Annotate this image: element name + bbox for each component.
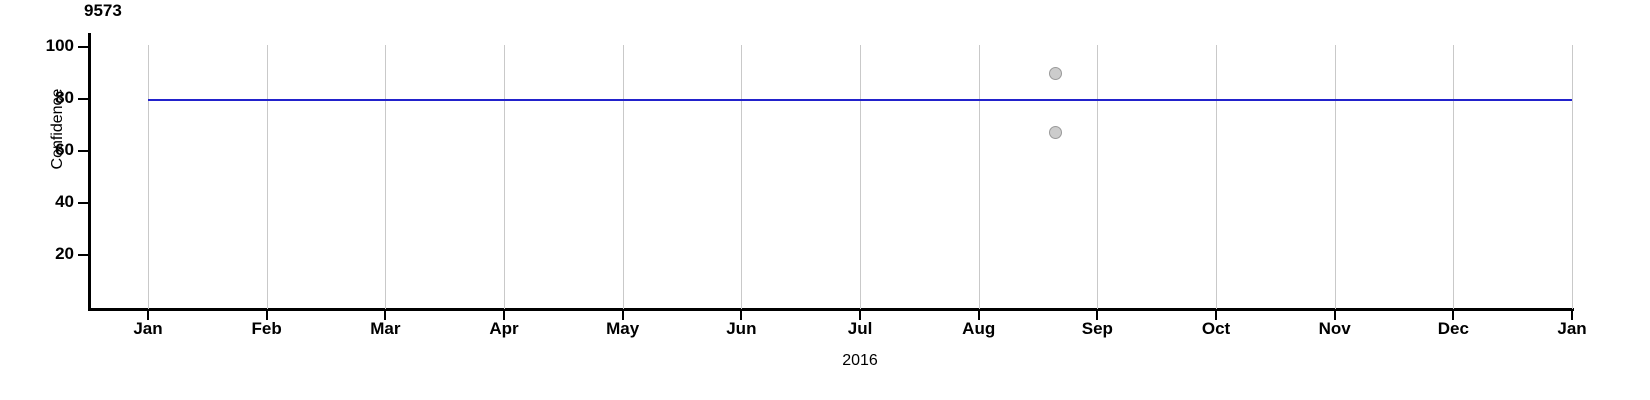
y-axis-tick-label: 80 xyxy=(55,88,74,107)
x-axis-tick xyxy=(1452,311,1455,320)
gridline-vertical xyxy=(1097,45,1099,309)
x-axis-tick xyxy=(740,311,743,320)
gridline-vertical xyxy=(1216,45,1218,309)
data-point-marker[interactable] xyxy=(1049,66,1063,80)
data-point-marker[interactable] xyxy=(1049,126,1063,140)
y-axis-tick-label: 40 xyxy=(55,192,74,211)
y-axis-title: Confidence xyxy=(49,88,66,170)
y-axis-tick-label: 60 xyxy=(55,140,74,159)
gridline-vertical xyxy=(741,45,743,309)
gridline-vertical xyxy=(504,45,505,309)
x-axis-tick-label: Jan xyxy=(1557,319,1587,338)
plot-area xyxy=(89,33,1574,309)
y-axis-tick xyxy=(78,46,88,48)
x-axis-tick xyxy=(265,311,268,320)
y-axis-tick-label: 20 xyxy=(55,244,74,263)
x-axis-tick xyxy=(384,311,387,320)
gridline-vertical xyxy=(266,45,268,309)
y-axis-tick xyxy=(78,150,88,152)
x-axis-tick-label: Jul xyxy=(847,319,873,338)
gridline-vertical xyxy=(148,45,149,309)
x-axis-tick-label: Sep xyxy=(1081,319,1113,338)
x-axis-tick-label: Apr xyxy=(489,319,519,338)
x-axis-tick xyxy=(621,311,624,320)
y-axis-tick xyxy=(78,254,88,256)
x-axis-tick-label: Mar xyxy=(370,319,401,338)
y-axis-tick xyxy=(78,202,88,204)
gridline-vertical xyxy=(385,45,387,309)
x-axis-tick xyxy=(1571,311,1574,320)
x-axis-tick-label: Jan xyxy=(133,319,163,338)
gridline-vertical xyxy=(1453,45,1455,309)
x-axis-tick xyxy=(1333,311,1336,320)
chart-title: 9573 xyxy=(84,1,122,20)
x-axis-tick xyxy=(1215,311,1218,320)
x-axis-tick xyxy=(977,311,980,320)
gridline-vertical xyxy=(1572,45,1574,309)
x-axis-title: 2016 xyxy=(842,352,878,369)
x-axis-tick-label: Feb xyxy=(251,319,282,338)
gridline-vertical xyxy=(978,45,980,309)
x-axis-tick xyxy=(147,311,149,320)
x-axis-tick xyxy=(503,311,505,320)
x-axis-line xyxy=(88,308,1574,311)
x-axis-tick-label: Oct xyxy=(1201,319,1231,338)
x-axis-tick-label: Aug xyxy=(962,319,996,338)
x-axis-tick-label: Nov xyxy=(1318,319,1351,338)
x-axis-tick-label: Jun xyxy=(726,319,757,338)
gridline-vertical xyxy=(622,45,624,309)
x-axis-tick-label: Dec xyxy=(1437,319,1469,338)
x-axis-tick-label: May xyxy=(606,319,640,338)
gridline-vertical xyxy=(1334,45,1336,309)
y-axis-line xyxy=(88,33,91,311)
y-axis-tick-label: 100 xyxy=(45,36,74,55)
threshold-line xyxy=(148,99,1573,101)
gridline-vertical xyxy=(860,45,862,309)
x-axis-tick xyxy=(859,311,862,320)
x-axis-tick xyxy=(1096,311,1099,320)
y-axis-tick xyxy=(78,98,88,100)
